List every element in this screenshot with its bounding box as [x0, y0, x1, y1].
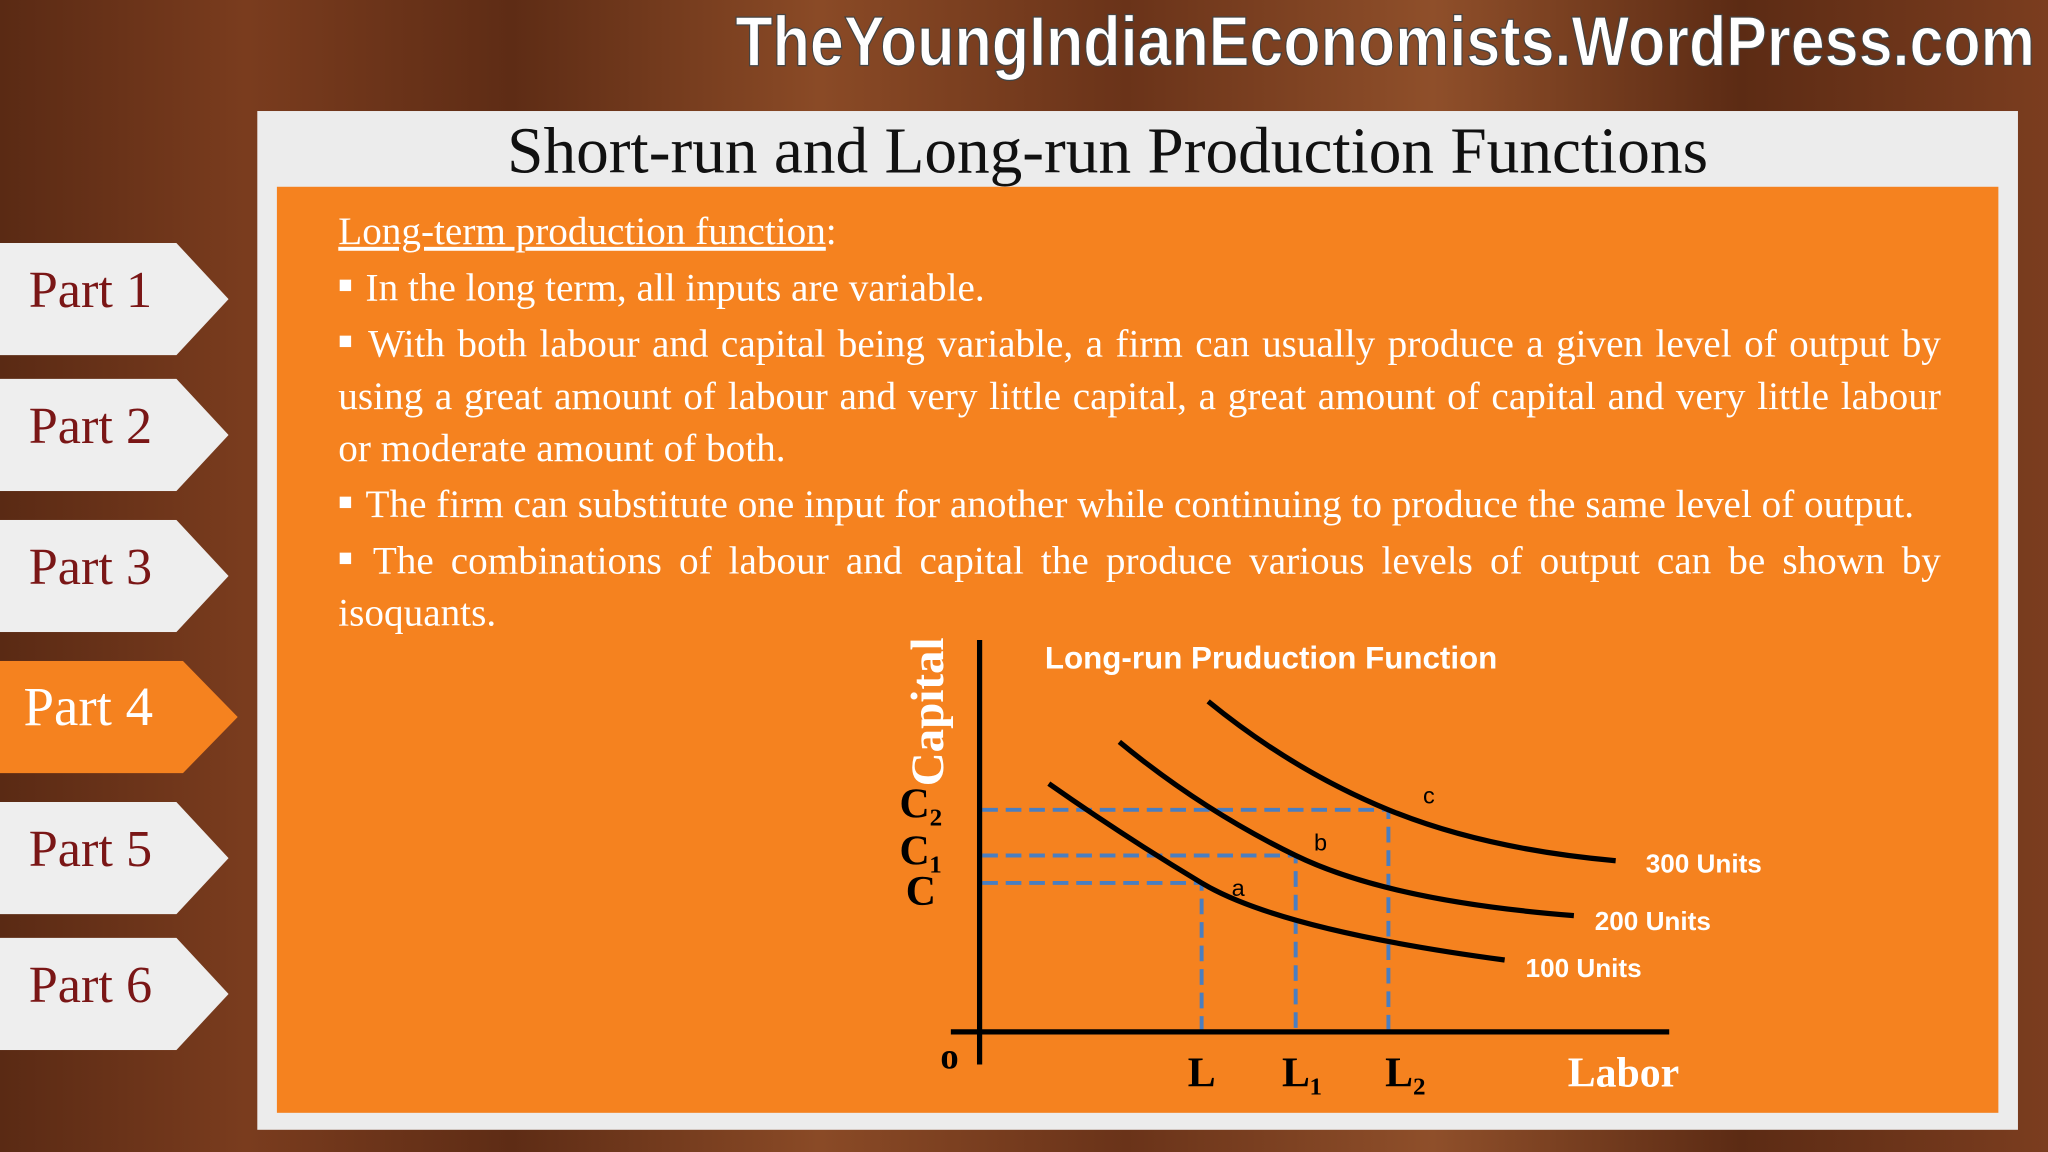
nav-shape — [0, 801, 229, 915]
bullet-text: With both labour and capital being varia… — [338, 322, 1941, 471]
bullet: ■ In the long term, all inputs are variab… — [338, 259, 1941, 315]
y-level: C₁ — [899, 829, 942, 875]
bullet-text: The firm can substitute one input for an… — [365, 483, 1914, 527]
slide-title: Short-run and Long-run Production Functi… — [507, 113, 1708, 187]
watermark: TheYoungIndianEconomists.WordPress.com — [735, 1, 2035, 80]
bullet-marker: ■ — [338, 271, 353, 298]
isoquant-curve — [1117, 739, 1575, 919]
bullet-marker: ■ — [338, 488, 353, 515]
nav-label: Part 1 — [28, 259, 153, 319]
bullet-text: In the long term, all inputs are variabl… — [365, 266, 985, 310]
bullet: ■ With both labour and capital being vari… — [338, 315, 1941, 476]
point-label: b — [1314, 829, 1327, 855]
x-level: L₁ — [1282, 1051, 1322, 1097]
nav-shape — [0, 660, 238, 774]
y-level: C₂ — [899, 782, 942, 828]
dashed-guides — [982, 807, 1391, 1032]
nav-label: Part 3 — [28, 536, 153, 596]
nav-shape — [0, 378, 229, 492]
x-label: Labor — [1568, 1051, 1679, 1097]
heading-line: Long-term production function: — [338, 206, 1941, 258]
isoquant-label: 200 Units — [1595, 906, 1711, 936]
watermark-area: TheYoungIndianEconomists.WordPress.com — [735, 1, 2036, 81]
heading-suffix: : — [825, 210, 837, 254]
nav-label: Part 6 — [28, 954, 153, 1014]
point-label: c — [1423, 782, 1435, 808]
nav-shape — [0, 242, 229, 356]
nav-item[interactable]: Part 6 — [0, 937, 229, 1051]
origin: o — [940, 1035, 958, 1076]
nav-item[interactable]: Part 5 — [0, 801, 229, 915]
nav-item[interactable]: Part 4 — [0, 660, 238, 774]
guides — [982, 807, 1391, 1032]
nav-shape — [0, 937, 229, 1051]
content-text: Long-term production function: ■ In the l… — [338, 206, 1941, 640]
diagram-title: Long-run Pruduction Function — [1045, 641, 1497, 676]
nav-shape — [0, 519, 229, 633]
nav-item[interactable]: Part 2 — [0, 378, 229, 492]
nav-item[interactable]: Part 3 — [0, 519, 229, 633]
bullet-text: The combinations of labour and capital t… — [338, 539, 1941, 635]
heading: Long-term production function — [338, 210, 826, 254]
isoquant-label: 100 Units — [1526, 953, 1642, 983]
x-level: L₂ — [1385, 1051, 1425, 1097]
bullet: ■ The combinations of labour and capital … — [338, 532, 1941, 640]
isoquant-curve — [1206, 699, 1616, 864]
nav-label: Part 5 — [28, 818, 153, 878]
content-box — [276, 186, 1999, 1113]
x-level: L — [1188, 1051, 1216, 1097]
point-label: a — [1232, 875, 1246, 901]
isoquant-label: 300 Units — [1646, 848, 1762, 878]
y-label: Capital — [902, 637, 954, 786]
nav-label: Part 4 — [23, 677, 154, 738]
nav-item[interactable]: Part 1 — [0, 242, 229, 356]
nav-label: Part 2 — [28, 395, 153, 455]
bullet-marker: ■ — [338, 544, 360, 571]
bullet-marker: ■ — [338, 327, 356, 354]
isoquant-curve — [1047, 781, 1505, 963]
bullet: ■ The firm can substitute one input for a… — [338, 475, 1941, 531]
y-level: C — [906, 869, 936, 915]
